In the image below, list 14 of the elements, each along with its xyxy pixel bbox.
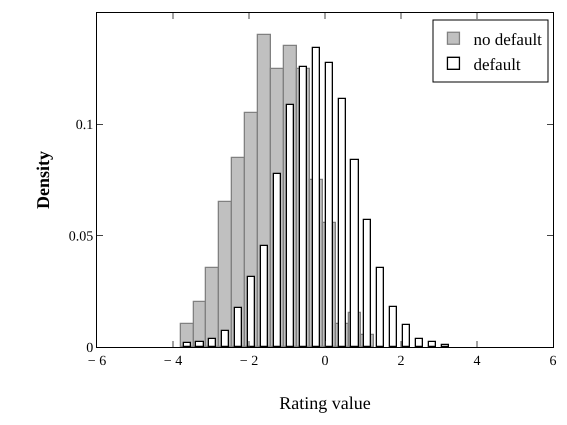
x-tick-label: 6 (550, 354, 556, 369)
x-tick-label: 0 (322, 354, 328, 369)
legend-label: default (473, 54, 521, 74)
y-axis-title: Density (32, 151, 53, 209)
legend-label: no default (473, 30, 542, 49)
y-tick-label: 0.1 (76, 118, 94, 134)
x-tick-label: − 2 (240, 354, 258, 369)
y-tick-label: 0 (86, 340, 94, 356)
x-tick-label: 4 (474, 354, 480, 369)
x-axis-title: Rating value (279, 392, 371, 413)
y-tick-label: 0.05 (68, 230, 94, 245)
x-tick-label: 2 (398, 354, 404, 369)
x-tick-label: − 4 (164, 354, 182, 369)
x-tick-label: − 6 (88, 354, 106, 369)
